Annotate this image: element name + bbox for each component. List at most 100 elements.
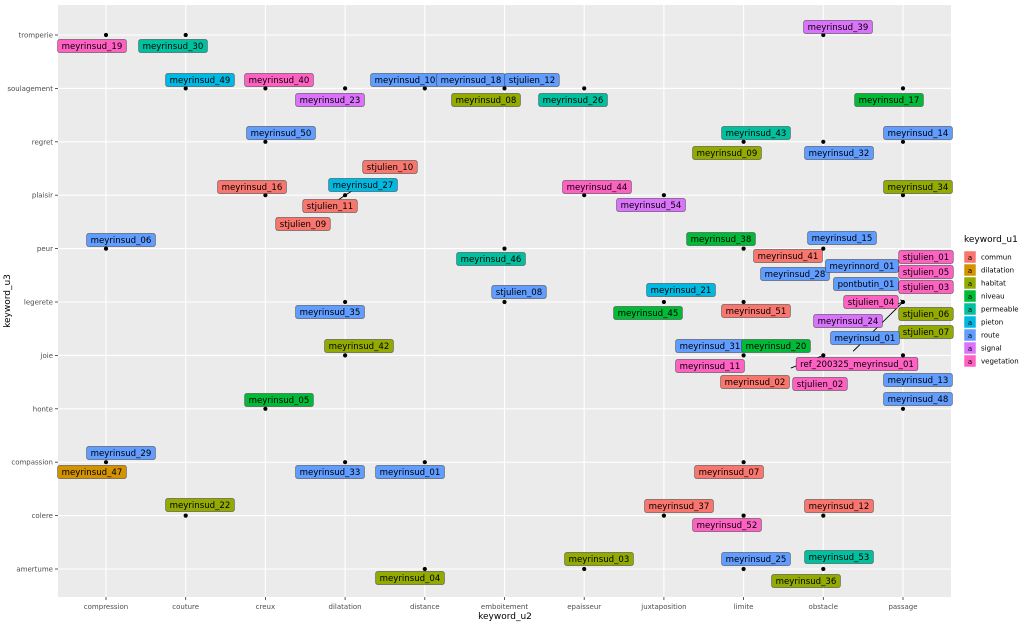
data-label-text: meyrinsud_09 [697,149,758,159]
data-label-text: meyrinsud_06 [91,236,152,246]
data-label-box [562,180,632,194]
data-label-text: stjulien_04 [848,298,894,308]
data-label-box [295,93,365,107]
data-point [741,566,746,572]
data-point [422,86,427,91]
data-point [422,566,427,572]
data-label-box [538,93,608,107]
data-label-box [675,359,745,373]
data-label-box [760,267,830,281]
data-label-text: meyrinsud_44 [567,183,628,193]
data-label: stjulien_03 [898,280,954,294]
x-tick-label: emboitement [481,603,528,611]
data-label-text: stjulien_06 [903,310,949,320]
data-point [661,513,667,518]
data-label-text: stjulien_07 [903,328,949,338]
data-label-box [721,552,791,566]
legend-label-route: route [981,332,1000,340]
data-label-box [833,277,899,291]
y-axis-ticks: amertume colere compassion honte joie legeret… [7,32,58,574]
data-label-box [451,93,521,107]
data-label-text: pontbutin_01 [838,280,895,290]
data-label-box [804,146,874,160]
data-label-text: meyrinsud_54 [621,201,682,211]
data-label-box [246,126,316,140]
data-label: meyrinsud_41 [753,249,823,263]
data-point [502,246,507,251]
data-label: meyrinsud_04 [375,571,445,585]
data-label: meyrinsud_36 [771,574,841,588]
data-label: meyrinsud_32 [804,146,874,160]
data-point [821,246,826,251]
data-label-box [217,180,287,194]
data-label-box [883,126,953,140]
x-tick-label: dilatation [329,603,362,611]
data-label-box [692,518,762,532]
data-label-box [491,285,547,299]
data-point [741,139,746,144]
data-label-text: ref_200325_meyrinsud_01 [800,360,914,370]
data-label-text: meyrinsud_19 [62,42,123,52]
y-axis-title: keyword_u3 [3,274,13,328]
data-point [900,193,906,198]
data-label-text: meyrinnord_01 [830,262,895,272]
data-label-box [898,307,954,321]
data-label: meyrinsud_37 [644,499,714,513]
data-point [502,299,507,305]
x-tick-label: distance [410,603,440,611]
data-label: stjulien_10 [362,160,418,174]
data-point [741,299,746,305]
legend-label-permeable: permeable [981,306,1019,314]
data-label-text: meyrinsud_36 [776,577,837,587]
data-label-box [843,295,899,309]
data-label: meyrinsud_01 [375,465,445,479]
data-label-box [456,252,526,266]
legend-label-niveau: niveau [981,293,1005,301]
x-axis-title: keyword_u2 [478,612,532,622]
data-label-box [721,304,791,318]
data-label-box [813,314,883,328]
data-label-box [564,552,634,566]
data-label: meyrinsud_28 [760,267,830,281]
data-label-box [721,126,791,140]
data-label-box [803,20,873,34]
data-label-text: meyrinsud_40 [249,76,310,86]
data-label-text: meyrinsud_20 [746,342,807,352]
data-label-box [883,392,953,406]
data-label: meyrinsud_09 [692,146,762,160]
y-tick-label: amertume [16,566,53,574]
x-tick-label: juxtaposition [640,603,686,611]
data-label-text: stjulien_05 [903,268,949,278]
legend-label-dilatation: dilatation [981,267,1014,275]
data-label-box [807,231,877,245]
legend-title: keyword_u1 [964,235,1018,245]
data-label: meyrinsud_15 [807,231,877,245]
legend-key-glyph: a [968,293,972,301]
data-label: meyrinsud_23 [295,93,365,107]
data-label-text: meyrinsud_13 [888,376,949,386]
data-label-box [244,73,314,87]
x-axis-ticks: compression couture creux dilatation distanc… [84,597,918,611]
data-label-text: meyrinsud_16 [222,183,283,193]
data-point [582,86,587,91]
legend-key-glyph: a [968,332,972,340]
data-point [821,139,826,144]
data-point [343,86,348,91]
y-tick-label: plaisir [32,192,53,200]
data-point [661,193,667,198]
data-label: meyrinsud_13 [883,373,953,387]
data-point [900,406,906,411]
data-label-box [328,178,398,192]
x-tick-label: couture [172,603,199,611]
data-label: meyrinsud_35 [295,305,365,319]
data-point [263,193,268,198]
y-tick-label: compassion [11,459,53,467]
legend-key-vegetation [963,354,977,368]
legend-key-permeable [963,302,977,316]
data-label: meyrinsud_08 [451,93,521,107]
x-tick-label: compression [84,603,128,611]
data-label-text: meyrinsud_32 [809,149,870,159]
data-label: meyrinsud_12 [804,499,874,513]
data-label: meyrinsud_01 [830,331,900,345]
data-label: meyrinsud_53 [804,550,874,564]
